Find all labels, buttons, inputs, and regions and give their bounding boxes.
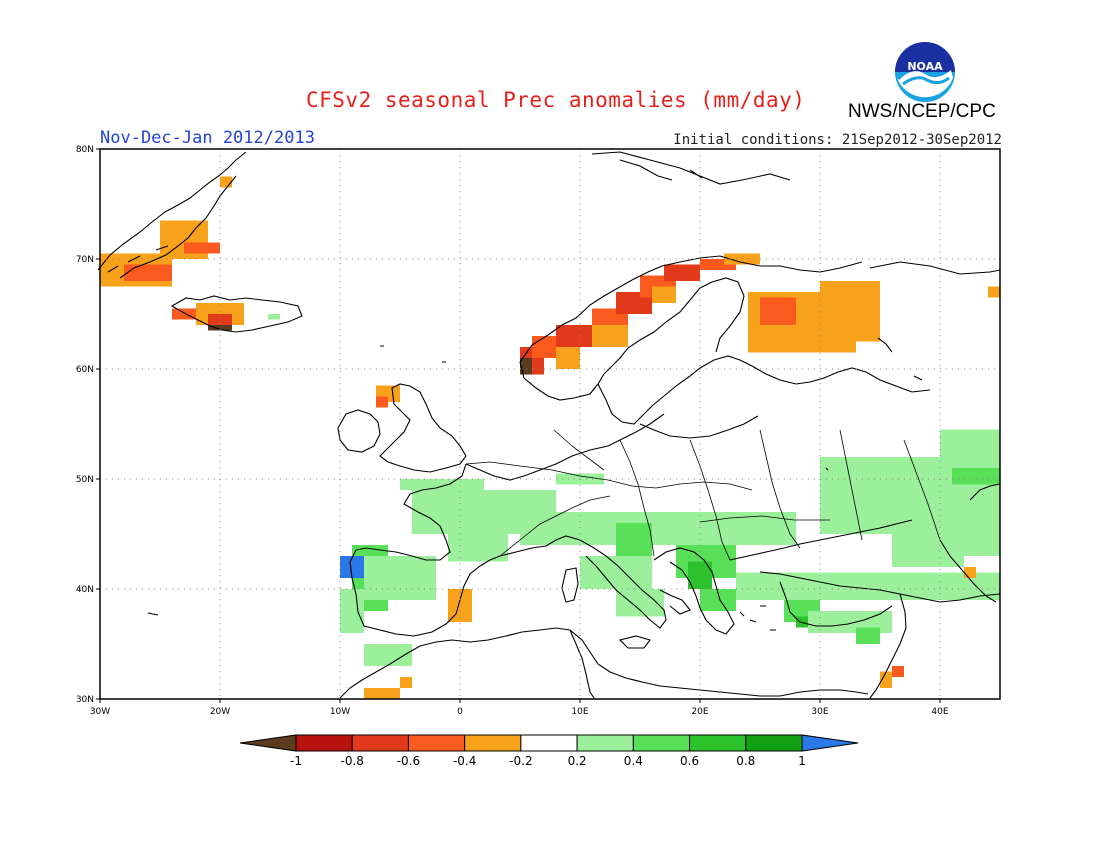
anomaly-cell xyxy=(364,644,412,666)
lon-tick-label: 10E xyxy=(571,707,588,717)
anomaly-cell xyxy=(124,264,172,281)
lon-tick-label: 0 xyxy=(457,707,463,717)
anomaly-cell xyxy=(340,556,364,578)
anomaly-cell xyxy=(376,396,388,408)
anomaly-cell xyxy=(184,242,220,254)
anomaly-cell xyxy=(856,627,880,644)
anomaly-cell xyxy=(700,589,736,611)
anomaly-cell xyxy=(952,468,1000,485)
anomaly-cell xyxy=(592,325,628,347)
colorbar-swatch xyxy=(689,734,747,752)
colorbar-swatch xyxy=(464,734,522,752)
map-frame xyxy=(99,148,1001,700)
lat-tick-label: 60N xyxy=(76,365,94,375)
lon-tick-label: 30W xyxy=(90,707,110,717)
anomaly-cell xyxy=(340,589,364,633)
anomaly-cell xyxy=(964,567,976,578)
colorbar-swatches xyxy=(239,734,859,752)
lat-tick-label: 40N xyxy=(76,585,94,595)
colorbar-label: 0.2 xyxy=(568,754,587,768)
anomaly-cell xyxy=(892,666,904,677)
lon-tick-label: 10W xyxy=(330,707,350,717)
anomaly-cell xyxy=(364,688,400,699)
colorbar-labels: -1 -0.8 -0.6 -0.4 -0.2 0.2 0.4 0.6 0.8 1 xyxy=(290,754,806,768)
colorbar-min-arrow xyxy=(239,734,297,752)
colorbar-swatch xyxy=(520,734,578,752)
lat-lon-gridlines xyxy=(100,149,1000,699)
colorbar-label: -0.6 xyxy=(397,754,420,768)
lat-tick-label: 30N xyxy=(76,695,94,705)
anomaly-cell xyxy=(880,671,892,688)
anomaly-cell xyxy=(664,264,700,281)
anomaly-cell xyxy=(820,281,880,342)
colorbar-swatch xyxy=(407,734,466,752)
anomaly-cell xyxy=(616,523,652,556)
chart-title: CFSv2 seasonal Prec anomalies (mm/day) xyxy=(306,88,806,112)
anomaly-cell xyxy=(988,286,1000,298)
anomaly-cell xyxy=(520,358,532,375)
anomaly-cell xyxy=(400,677,412,688)
colorbar-label: 0.6 xyxy=(680,754,699,768)
lon-tick-label: 20E xyxy=(691,707,708,717)
noaa-logo-icon: NOAA xyxy=(895,42,955,102)
lat-tick-label: 50N xyxy=(76,475,94,485)
forecast-period: Nov-Dec-Jan 2012/2013 xyxy=(100,128,315,148)
lon-tick-label: 20W xyxy=(210,707,230,717)
anomaly-cell xyxy=(760,297,796,325)
colorbar-label: 0.4 xyxy=(624,754,643,768)
anomaly-cell xyxy=(736,572,1000,600)
anomaly-cell xyxy=(520,512,796,545)
organization-label: NWS/NCEP/CPC xyxy=(848,101,996,122)
logo-text: NOAA xyxy=(907,60,943,73)
coastlines xyxy=(97,151,1001,699)
anomaly-cell xyxy=(172,308,196,320)
axis-ticks: 30N 40N 50N 60N 70N 80N 30W 20W 10W 0 10E 20E 30E 40E xyxy=(76,145,949,717)
anomaly-cell xyxy=(220,176,232,188)
colorbar-swatch xyxy=(632,734,691,752)
anomaly-cell xyxy=(448,528,508,562)
lon-tick-label: 40E xyxy=(931,707,948,717)
lat-tick-label: 70N xyxy=(76,255,94,265)
colorbar-label: -0.4 xyxy=(453,754,476,768)
colorbar-label: -0.2 xyxy=(509,754,532,768)
colorbar-max-arrow xyxy=(801,734,859,752)
anomaly-cell xyxy=(400,479,484,490)
anomaly-cell xyxy=(268,314,280,320)
colorbar-label: 0.8 xyxy=(736,754,755,768)
anomaly-cell xyxy=(364,556,436,600)
anomaly-cell xyxy=(652,286,676,303)
lat-tick-label: 80N xyxy=(76,145,94,155)
colorbar-swatch xyxy=(295,734,353,752)
anomaly-cell xyxy=(208,325,232,331)
colorbar-label: 1 xyxy=(798,754,806,768)
colorbar-label: -0.8 xyxy=(341,754,364,768)
anomaly-cell xyxy=(700,259,736,270)
colorbar-swatch xyxy=(351,734,409,752)
colorbar-label: -1 xyxy=(290,754,302,768)
colorbar-swatch xyxy=(745,734,803,752)
initial-conditions: Initial conditions: 21Sep2012-30Sep2012 xyxy=(673,132,1002,148)
colorbar-swatch xyxy=(576,734,634,752)
lon-tick-label: 30E xyxy=(811,707,828,717)
anomaly-cell xyxy=(892,534,964,567)
anomaly-cell xyxy=(556,347,580,369)
